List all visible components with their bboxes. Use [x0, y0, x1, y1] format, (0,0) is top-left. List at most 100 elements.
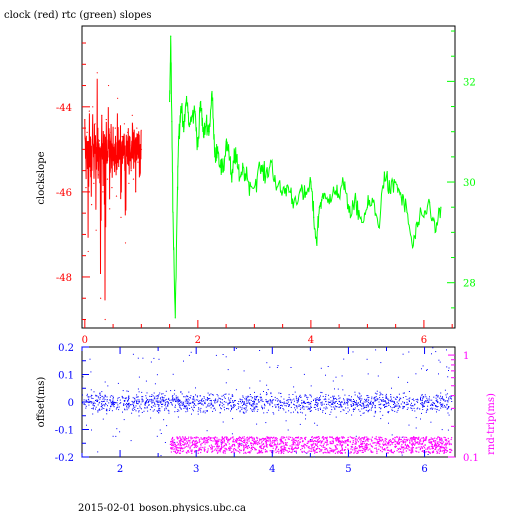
offset-point — [321, 392, 323, 394]
offset-point — [128, 397, 130, 399]
offset-point — [192, 410, 194, 412]
rndtrip-point — [341, 452, 343, 454]
offset-point — [315, 399, 317, 401]
offset-point — [254, 398, 255, 400]
rndtrip-point — [375, 436, 377, 438]
offset-point — [314, 407, 316, 408]
rndtrip-point — [388, 439, 390, 441]
rndtrip-point — [385, 444, 387, 446]
rndtrip-point — [196, 436, 198, 438]
rndtrip-point — [425, 438, 427, 440]
clock-slope-point — [137, 161, 139, 163]
offset-point — [371, 396, 373, 398]
rndtrip-point — [384, 449, 386, 451]
rndtrip-point — [361, 451, 363, 453]
rtc-slope-point — [400, 196, 402, 198]
offset-point — [142, 399, 144, 401]
rndtrip-point — [253, 437, 255, 439]
offset-point — [448, 370, 449, 371]
offset-point — [227, 369, 229, 371]
offset-point — [408, 424, 410, 426]
rndtrip-point — [365, 443, 367, 445]
offset-point — [351, 401, 353, 403]
rndtrip-point — [376, 450, 378, 453]
rndtrip-point — [327, 451, 329, 453]
offset-point — [222, 402, 224, 404]
clock-slope-point — [123, 123, 125, 125]
rndtrip-point — [334, 437, 337, 439]
offset-point — [136, 394, 138, 396]
offset-point — [295, 397, 297, 399]
offset-point — [307, 408, 309, 410]
rndtrip-point — [177, 450, 180, 452]
offset-point — [272, 406, 274, 408]
offset-point — [356, 405, 358, 407]
rndtrip-point — [439, 450, 442, 452]
rndtrip-point — [413, 444, 416, 446]
rndtrip-point — [191, 449, 193, 451]
offset-point — [141, 401, 143, 403]
offset-point — [103, 400, 105, 402]
offset-point — [343, 403, 345, 405]
rndtrip-point — [385, 441, 387, 443]
rndtrip-point — [344, 452, 346, 454]
offset-point — [310, 439, 312, 440]
offset-point — [376, 390, 378, 392]
rndtrip-point — [269, 441, 271, 443]
offset-point — [99, 392, 101, 394]
offset-point — [129, 404, 131, 406]
offset-point — [417, 407, 419, 409]
offset-point — [360, 401, 361, 403]
offset-point — [364, 407, 366, 408]
offset-point — [372, 402, 374, 403]
offset-point — [130, 440, 132, 442]
offset-point — [161, 403, 163, 405]
rndtrip-point — [281, 441, 283, 443]
offset-point — [172, 397, 174, 399]
offset-point — [257, 409, 259, 411]
offset-point — [354, 394, 356, 396]
offset-point — [92, 413, 94, 415]
rndtrip-point — [252, 444, 254, 446]
offset-point — [276, 367, 278, 368]
offset-point — [110, 395, 112, 397]
rndtrip-point — [322, 436, 324, 438]
rndtrip-point — [434, 442, 436, 444]
offset-point — [421, 394, 423, 396]
rndtrip-point — [316, 436, 318, 438]
rndtrip-point — [191, 444, 194, 446]
offset-point — [92, 398, 94, 399]
offset-point — [108, 410, 110, 411]
offset-point — [411, 408, 413, 409]
offset-point — [233, 404, 235, 405]
rndtrip-point — [216, 450, 218, 452]
rndtrip-point — [398, 442, 400, 444]
offset-point — [238, 406, 240, 408]
rndtrip-point — [276, 440, 278, 442]
rndtrip-point — [247, 445, 249, 447]
offset-point — [220, 408, 222, 410]
offset-point — [200, 402, 202, 404]
offset-point — [155, 395, 157, 397]
offset-point — [175, 401, 177, 403]
offset-point — [102, 404, 104, 406]
rndtrip-point — [308, 450, 310, 452]
offset-point — [309, 407, 311, 409]
rndtrip-point — [242, 437, 244, 439]
rndtrip-point — [379, 443, 381, 445]
rndtrip-point — [325, 441, 327, 443]
offset-point — [381, 400, 382, 402]
offset-point — [200, 411, 202, 413]
offset-point — [102, 398, 104, 400]
clock-slope-point — [89, 170, 92, 172]
rndtrip-point — [198, 439, 200, 441]
rndtrip-point — [360, 439, 362, 441]
rndtrip-point — [185, 438, 187, 440]
offset-point — [430, 404, 431, 406]
offset-point — [444, 406, 446, 408]
offset-point — [241, 405, 243, 407]
rndtrip-point — [241, 436, 244, 438]
rndtrip-point — [315, 451, 317, 453]
rndtrip-point — [360, 449, 362, 451]
